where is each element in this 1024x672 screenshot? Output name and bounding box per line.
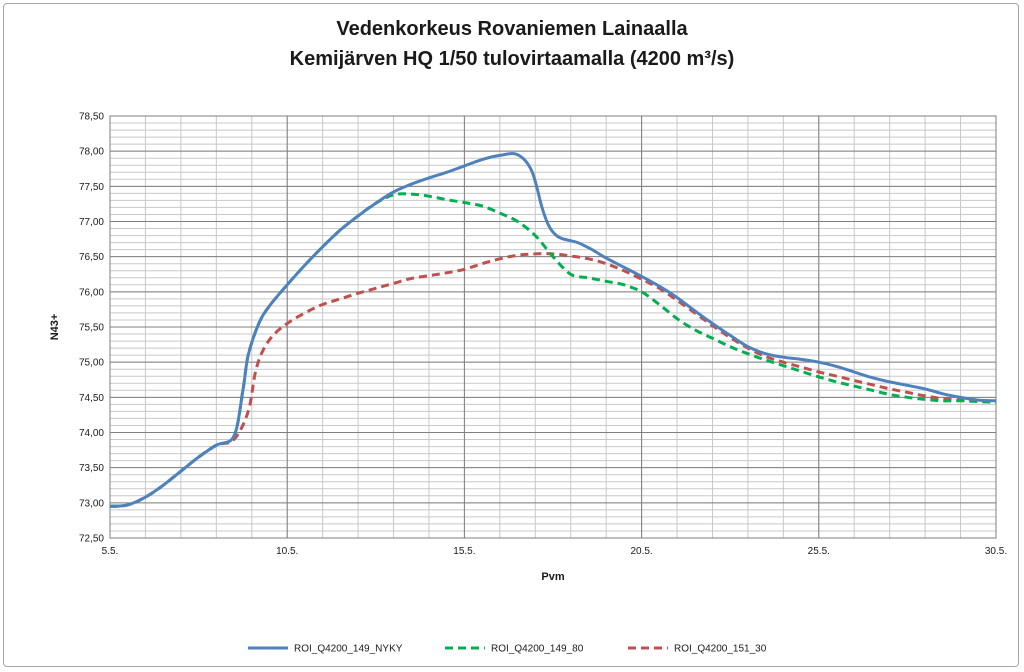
y-tick-label: 72,50 [79,534,104,545]
y-tick-label: 74,50 [79,393,104,404]
y-tick-label: 78,00 [79,147,104,158]
y-tick-label: 76,00 [79,287,104,298]
y-axis-label: N43+ [49,314,61,341]
chart-title: Vedenkorkeus Rovaniemen Lainaalla [336,18,688,40]
x-tick-label: 30.5. [985,546,1007,557]
y-tick-label: 76,50 [79,252,104,263]
series-line-0 [109,152,997,508]
y-tick-label: 74,00 [79,428,104,439]
y-tick-label: 77,00 [79,217,104,228]
chart-frame [3,3,1019,667]
legend-label: ROI_Q4200_151_30 [674,644,767,655]
legend-label: ROI_Q4200_149_NYKY [294,644,403,655]
x-tick-label: 5.5. [102,546,119,557]
y-tick-label: 75,00 [79,358,104,369]
series-line-1 [109,192,997,508]
chart-subtitle: Kemijärven HQ 1/50 tulovirtaamalla (4200… [289,48,735,70]
x-axis-label: Pvm [541,571,564,583]
y-tick-label: 77,50 [79,182,104,193]
x-tick-label: 20.5. [630,546,652,557]
plot-area-border [109,115,997,539]
x-tick-label: 25.5. [808,546,830,557]
legend-label: ROI_Q4200_149_80 [491,644,584,655]
y-tick-label: 73,00 [79,498,104,509]
y-tick-label: 73,50 [79,463,104,474]
x-tick-label: 10.5. [276,546,298,557]
y-tick-label: 78,50 [79,112,104,123]
x-tick-label: 15.5. [453,546,475,557]
y-tick-label: 75,50 [79,323,104,334]
series-line-2 [109,252,997,508]
